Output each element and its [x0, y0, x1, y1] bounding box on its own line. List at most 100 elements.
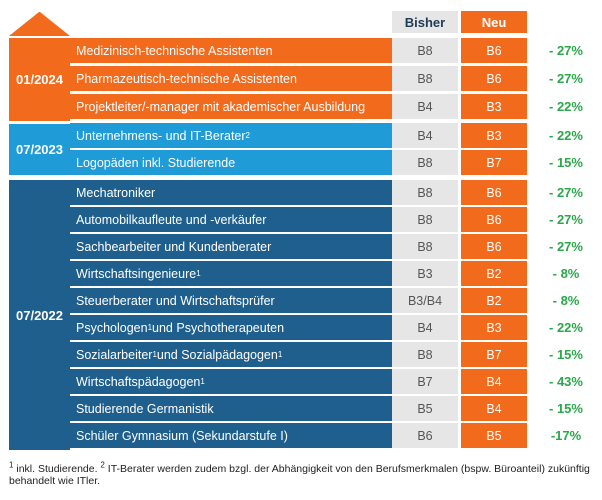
column-header-neu: Neu — [461, 11, 527, 33]
group-date: 07/2023 — [16, 142, 63, 157]
occupation-name: Unternehmens- und IT-Berater 2 — [70, 123, 392, 148]
table-row: Studierende Germanistik B5 B4 - 15% — [70, 396, 583, 421]
occupation-text: Steuerberater und Wirtschaftsprüfer — [76, 293, 275, 308]
neu-value: B6 — [461, 38, 527, 63]
neu-value: B3 — [461, 94, 527, 119]
bisher-value: B8 — [392, 150, 458, 175]
neu-value: B3 — [461, 315, 527, 340]
occupation-name: Wirtschaftsingenieure 1 — [70, 261, 392, 286]
neu-value: B7 — [461, 150, 527, 175]
change-percent: - 15% — [549, 401, 583, 416]
table-row: Steuerberater und Wirtschaftsprüfer B3/B4… — [70, 288, 579, 313]
bisher-value: B4 — [392, 315, 458, 340]
table-row: Sachbearbeiter und Kundenberater B8 B6 - 27… — [70, 234, 583, 259]
footnote-text: inkl. Studierende. — [13, 463, 101, 475]
footnote-marker: 1 — [9, 460, 14, 470]
occupation-name: Sozialarbeiter 1 und Sozialpädagogen 1 — [70, 342, 392, 367]
bisher-value: B4 — [392, 123, 458, 148]
neu-value: B2 — [461, 261, 527, 286]
occupation-name: Pharmazeutisch-technische Assistenten — [70, 66, 392, 91]
table-row: Unternehmens- und IT-Berater 2 B4 B3 - 22% — [70, 123, 583, 148]
bisher-value: B8 — [392, 66, 458, 91]
occupation-name: Projektleiter/-manager mit akademischer … — [70, 94, 392, 119]
table-row: Sozialarbeiter 1 und Sozialpädagogen 1 B8 B7… — [70, 342, 583, 367]
table-row: Medizinisch-technische Assistenten B8 B6 - … — [70, 38, 583, 63]
group-date: 01/2024 — [16, 72, 63, 87]
occupation-text: Schüler Gymnasium (Sekundarstufe I) — [76, 428, 288, 443]
group-date: 07/2022 — [16, 307, 63, 323]
occupation-text: Studierende Germanistik — [76, 401, 214, 416]
change-percent: - 22% — [549, 128, 583, 143]
group-label-2022: 07/2022 — [9, 180, 70, 450]
occupation-name: Medizinisch-technische Assistenten — [70, 38, 392, 63]
neu-value: B5 — [461, 423, 527, 448]
neu-value: B6 — [461, 207, 527, 232]
table-row: Automobilkaufleute und -verkäufer B8 B6 - 2… — [70, 207, 583, 232]
table-row: Projektleiter/-manager mit akademischer … — [70, 94, 583, 119]
table-row: Pharmazeutisch-technische Assistenten B8 B… — [70, 66, 583, 91]
change-percent: - 27% — [549, 71, 583, 86]
bisher-value: B8 — [392, 234, 458, 259]
occupation-name: Mechatroniker — [70, 180, 392, 205]
occupation-text: Psychologen — [76, 320, 148, 335]
table-row: Mechatroniker B8 B6 - 27% — [70, 180, 583, 205]
change-percent: - 22% — [549, 99, 583, 114]
occupation-text: Pharmazeutisch-technische Assistenten — [76, 71, 297, 86]
bisher-value: B8 — [392, 180, 458, 205]
occupation-text: Sozialarbeiter — [76, 347, 153, 362]
occupation-text: Unternehmens- und IT-Berater — [76, 128, 246, 143]
neu-value: B2 — [461, 288, 527, 313]
neu-value: B7 — [461, 342, 527, 367]
change-percent: - 27% — [549, 43, 583, 58]
neu-value: B6 — [461, 66, 527, 91]
column-header-bisher: Bisher — [392, 11, 458, 33]
arrow-up-icon — [9, 12, 70, 36]
bisher-value: B6 — [392, 423, 458, 448]
table-row: Logopäden inkl. Studierende B8 B7 - 15% — [70, 150, 583, 175]
neu-value: B6 — [461, 180, 527, 205]
occupation-name: Automobilkaufleute und -verkäufer — [70, 207, 392, 232]
occupation-text: Medizinisch-technische Assistenten — [76, 43, 273, 58]
bisher-value: B5 — [392, 396, 458, 421]
occupation-text: Automobilkaufleute und -verkäufer — [76, 212, 267, 227]
change-percent: - 27% — [549, 239, 583, 254]
footnote-text: IT-Berater werden zudem bzgl. der Abhäng… — [9, 463, 590, 487]
occupation-name: Sachbearbeiter und Kundenberater — [70, 234, 392, 259]
table-row: Schüler Gymnasium (Sekundarstufe I) B6 B5 -… — [70, 423, 581, 448]
table-row: Wirtschaftsingenieure 1 B3 B2 - 8% — [70, 261, 579, 286]
table-row: Wirtschaftspädagogen 1 B7 B4 - 43% — [70, 369, 583, 394]
occupation-text: Mechatroniker — [76, 185, 156, 200]
occupation-text: Wirtschaftsingenieure — [76, 266, 197, 281]
occupation-name: Wirtschaftspädagogen 1 — [70, 369, 392, 394]
occupation-name: Studierende Germanistik — [70, 396, 392, 421]
bisher-value: B3 — [392, 261, 458, 286]
footnote: 1 inkl. Studierende. 2 IT-Berater werden… — [9, 460, 594, 487]
occupation-text: Sachbearbeiter und Kundenberater — [76, 239, 272, 254]
bisher-value: B8 — [392, 38, 458, 63]
neu-value: B4 — [461, 369, 527, 394]
occupation-name: Logopäden inkl. Studierende — [70, 150, 392, 175]
change-percent: - 27% — [549, 185, 583, 200]
change-percent: - 27% — [549, 212, 583, 227]
occupation-text: und Sozialpädagogen — [156, 347, 278, 362]
occupation-name: Schüler Gymnasium (Sekundarstufe I) — [70, 423, 392, 448]
neu-value: B3 — [461, 123, 527, 148]
bisher-value: B4 — [392, 94, 458, 119]
occupation-name: Steuerberater und Wirtschaftsprüfer — [70, 288, 392, 313]
group-label-2023: 07/2023 — [9, 124, 70, 175]
change-percent: - 15% — [549, 347, 583, 362]
occupation-name: Psychologen 1 und Psychotherapeuten — [70, 315, 392, 340]
occupation-text: Logopäden inkl. Studierende — [76, 155, 236, 170]
neu-value: B6 — [461, 234, 527, 259]
occupation-text: und Psychotherapeuten — [152, 320, 285, 335]
table-row: Psychologen 1 und Psychotherapeuten B4 B3 - … — [70, 315, 583, 340]
change-percent: -17% — [550, 428, 582, 443]
footnote-marker: 2 — [100, 460, 105, 470]
neu-value: B4 — [461, 396, 527, 421]
change-percent: - 8% — [552, 266, 580, 281]
change-percent: - 15% — [549, 155, 583, 170]
change-percent: - 8% — [552, 293, 580, 308]
bisher-value: B7 — [392, 369, 458, 394]
bisher-value: B3/B4 — [392, 288, 458, 313]
group-label-2024: 01/2024 — [9, 38, 70, 121]
